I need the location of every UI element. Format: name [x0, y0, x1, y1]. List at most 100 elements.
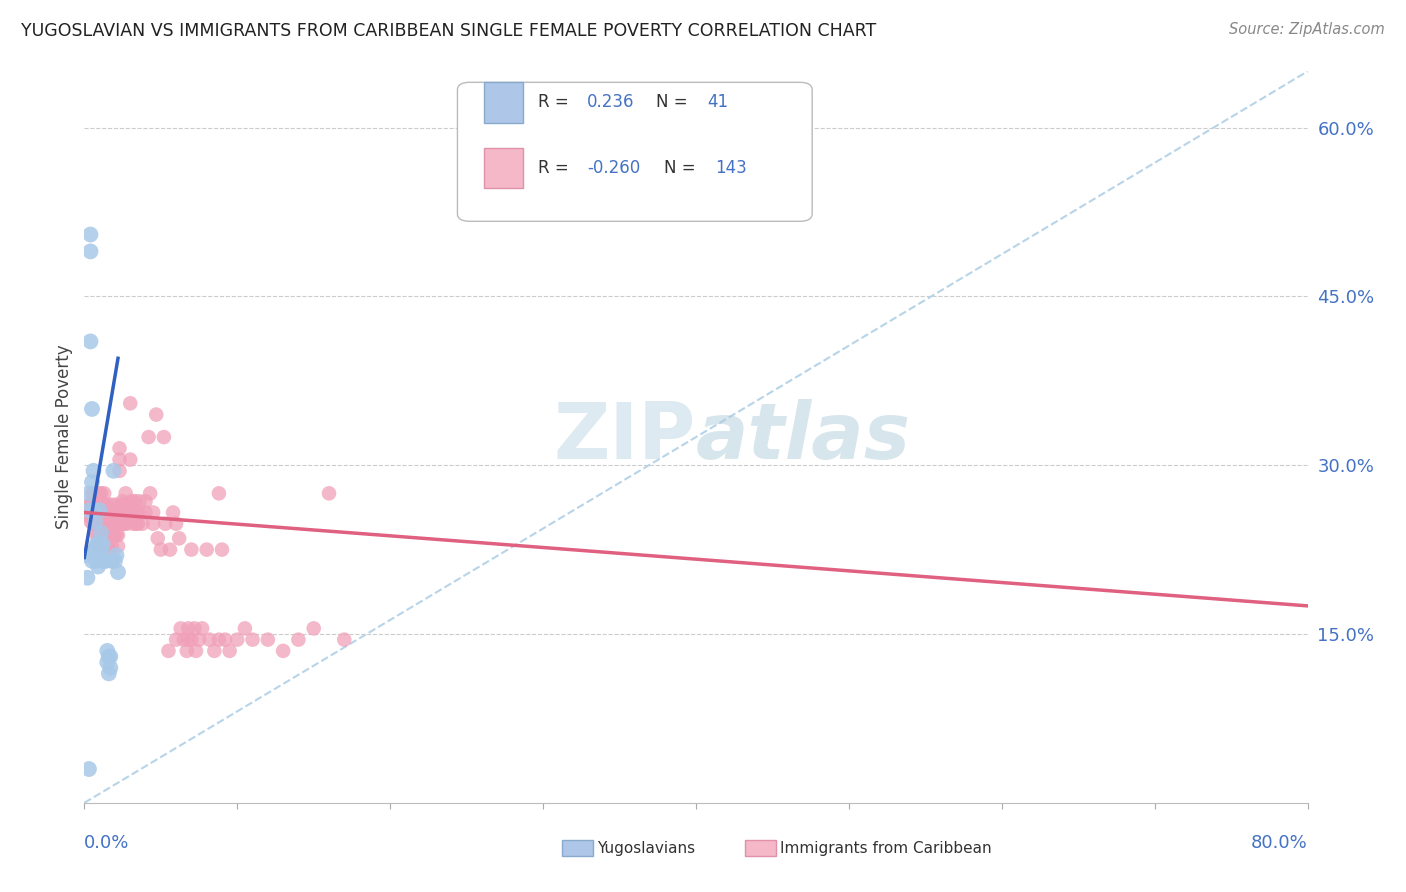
- Point: [183, 621, 205, 635]
- Point: [107, 516, 129, 531]
- Point: [138, 430, 160, 444]
- Point: [93, 516, 115, 531]
- Point: [114, 498, 136, 512]
- Point: [80, 554, 103, 568]
- Point: [173, 632, 195, 647]
- Point: [98, 498, 121, 512]
- Point: [107, 528, 129, 542]
- Point: [91, 498, 114, 512]
- Point: [142, 516, 165, 531]
- Point: [107, 506, 129, 520]
- Point: [101, 516, 124, 531]
- Point: [104, 528, 127, 542]
- Point: [165, 516, 187, 531]
- Point: [84, 486, 107, 500]
- Point: [80, 475, 103, 489]
- Point: [80, 401, 103, 416]
- Point: [76, 508, 98, 523]
- Text: Yugoslavians: Yugoslavians: [598, 841, 696, 855]
- Point: [257, 632, 280, 647]
- Point: [77, 503, 100, 517]
- Point: [124, 494, 146, 508]
- Point: [90, 542, 112, 557]
- Point: [89, 498, 111, 512]
- Point: [79, 508, 101, 523]
- Point: [86, 516, 108, 531]
- Point: [94, 516, 117, 531]
- Text: Immigrants from Caribbean: Immigrants from Caribbean: [780, 841, 993, 855]
- Point: [149, 542, 172, 557]
- Point: [108, 442, 131, 456]
- Point: [83, 464, 105, 478]
- Point: [111, 516, 134, 531]
- Point: [214, 632, 236, 647]
- Point: [79, 515, 101, 529]
- Point: [77, 498, 100, 512]
- Point: [101, 539, 124, 553]
- Point: [94, 498, 117, 512]
- Point: [104, 498, 127, 512]
- Point: [89, 486, 111, 500]
- Point: [80, 506, 103, 520]
- Point: [84, 542, 107, 557]
- Point: [111, 506, 134, 520]
- Point: [139, 486, 162, 500]
- Point: [333, 632, 356, 647]
- Point: [191, 621, 214, 635]
- Point: [120, 396, 142, 410]
- Point: [271, 644, 294, 658]
- Point: [79, 244, 101, 259]
- Point: [91, 537, 114, 551]
- Point: [104, 516, 127, 531]
- Point: [87, 537, 110, 551]
- Point: [93, 554, 115, 568]
- Point: [76, 571, 98, 585]
- Point: [115, 516, 138, 531]
- Point: [180, 632, 202, 647]
- Point: [84, 516, 107, 531]
- Point: [153, 430, 176, 444]
- Point: [105, 548, 128, 562]
- Text: R =: R =: [538, 160, 569, 178]
- Point: [84, 542, 107, 557]
- Text: N =: N =: [655, 94, 688, 112]
- Point: [135, 494, 157, 508]
- Point: [135, 506, 157, 520]
- Text: 80.0%: 80.0%: [1251, 834, 1308, 853]
- Point: [127, 506, 149, 520]
- Point: [105, 516, 128, 531]
- Point: [98, 506, 121, 520]
- Point: [107, 565, 129, 579]
- Point: [103, 516, 125, 531]
- Point: [77, 762, 100, 776]
- Point: [159, 542, 181, 557]
- Point: [79, 227, 101, 242]
- Point: [167, 532, 190, 546]
- Point: [195, 542, 218, 557]
- Point: [94, 506, 117, 520]
- Point: [122, 516, 145, 531]
- Point: [97, 516, 120, 531]
- Point: [120, 452, 142, 467]
- Point: [91, 554, 114, 568]
- Point: [242, 632, 264, 647]
- Point: [89, 503, 111, 517]
- Point: [112, 506, 135, 520]
- Point: [170, 621, 193, 635]
- Point: [94, 528, 117, 542]
- FancyBboxPatch shape: [457, 82, 813, 221]
- Point: [121, 494, 143, 508]
- Point: [97, 539, 120, 553]
- Point: [211, 542, 233, 557]
- Point: [93, 486, 115, 500]
- Text: Source: ZipAtlas.com: Source: ZipAtlas.com: [1229, 22, 1385, 37]
- Point: [124, 506, 146, 520]
- Point: [87, 528, 110, 542]
- Point: [96, 516, 118, 531]
- Point: [104, 506, 127, 520]
- Y-axis label: Single Female Poverty: Single Female Poverty: [55, 345, 73, 529]
- Point: [110, 516, 132, 531]
- Point: [84, 515, 107, 529]
- Point: [97, 649, 120, 664]
- Bar: [484, 82, 523, 122]
